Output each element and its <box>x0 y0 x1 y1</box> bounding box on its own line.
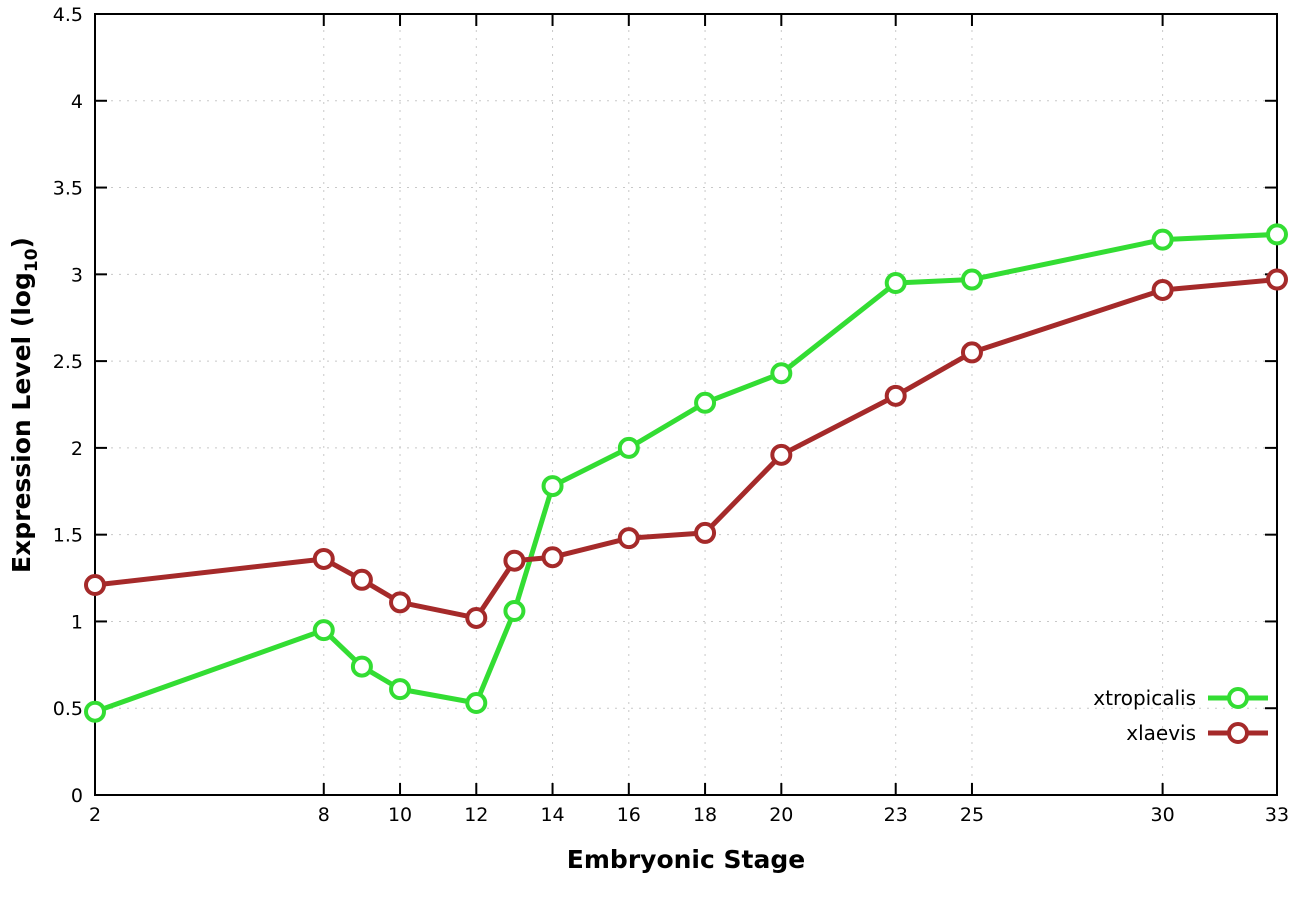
legend-label-xlaevis: xlaevis <box>1126 721 1196 745</box>
y-tick-label: 0.5 <box>53 698 83 720</box>
data-point-xlaevis <box>770 443 793 466</box>
data-point-xlaevis <box>541 546 564 569</box>
x-tick-label: 12 <box>464 804 488 826</box>
data-point-xtropicalis <box>694 391 717 414</box>
y-axis-label: Expression Level (log10) <box>7 237 42 573</box>
y-tick-label: 4 <box>71 91 83 113</box>
x-tick-label: 18 <box>693 804 717 826</box>
x-tick-label: 10 <box>388 804 412 826</box>
data-point-xtropicalis <box>1266 223 1288 246</box>
x-tick-label: 33 <box>1265 804 1289 826</box>
x-tick-label: 8 <box>318 804 330 826</box>
data-point-xtropicalis <box>1151 228 1174 251</box>
data-point-xtropicalis <box>960 268 983 291</box>
data-point-xlaevis <box>350 568 373 591</box>
y-axis-label-subscript: 10 <box>22 248 42 272</box>
series-line-xlaevis <box>92 277 1280 621</box>
x-axis-label: Embryonic Stage <box>567 845 805 874</box>
data-point-xlaevis <box>960 341 983 364</box>
data-point-xtropicalis <box>617 436 640 459</box>
data-point-xlaevis <box>617 527 640 550</box>
data-point-xlaevis <box>84 573 106 596</box>
y-tick-label: 2 <box>71 438 83 460</box>
y-tick-label: 0 <box>71 785 83 807</box>
y-tick-label: 1.5 <box>53 525 83 547</box>
x-tick-label: 14 <box>540 804 564 826</box>
y-tick-label: 3.5 <box>53 178 83 200</box>
x-tick-label: 16 <box>617 804 641 826</box>
data-point-xlaevis <box>1266 268 1288 291</box>
data-point-xtropicalis <box>84 700 106 723</box>
x-tick-label: 25 <box>960 804 984 826</box>
x-tick-label: 20 <box>769 804 793 826</box>
data-point-xlaevis <box>312 547 335 570</box>
x-tick-label: 23 <box>884 804 908 826</box>
y-tick-label: 2.5 <box>53 351 83 373</box>
legend-label-xtropicalis: xtropicalis <box>1093 686 1196 710</box>
data-point-xlaevis <box>389 591 412 614</box>
data-point-xlaevis <box>503 549 526 572</box>
data-point-xtropicalis <box>503 600 526 623</box>
data-point-xlaevis <box>1151 278 1174 301</box>
data-point-xlaevis <box>884 384 907 407</box>
plot-border <box>94 13 1278 796</box>
y-axis-label-end: ) <box>7 237 36 248</box>
data-point-xtropicalis <box>465 692 488 715</box>
legend-marker-xlaevis <box>1227 722 1249 744</box>
data-point-xtropicalis <box>884 272 907 295</box>
data-point-xtropicalis <box>389 678 412 701</box>
y-axis-label-main: Expression Level (log <box>7 272 36 573</box>
data-point-xtropicalis <box>312 619 335 642</box>
y-tick-label: 3 <box>71 264 83 286</box>
y-tick-label: 1 <box>71 611 83 633</box>
series-line-xtropicalis <box>92 231 1280 715</box>
legend-marker-xtropicalis <box>1227 687 1249 709</box>
data-point-xtropicalis <box>350 655 373 678</box>
data-point-xtropicalis <box>541 475 564 498</box>
x-tick-label: 30 <box>1151 804 1175 826</box>
x-tick-label: 2 <box>89 804 101 826</box>
data-point-xlaevis <box>694 521 717 544</box>
y-tick-label: 4.5 <box>53 4 83 26</box>
data-point-xlaevis <box>465 606 488 629</box>
data-point-xtropicalis <box>770 362 793 385</box>
